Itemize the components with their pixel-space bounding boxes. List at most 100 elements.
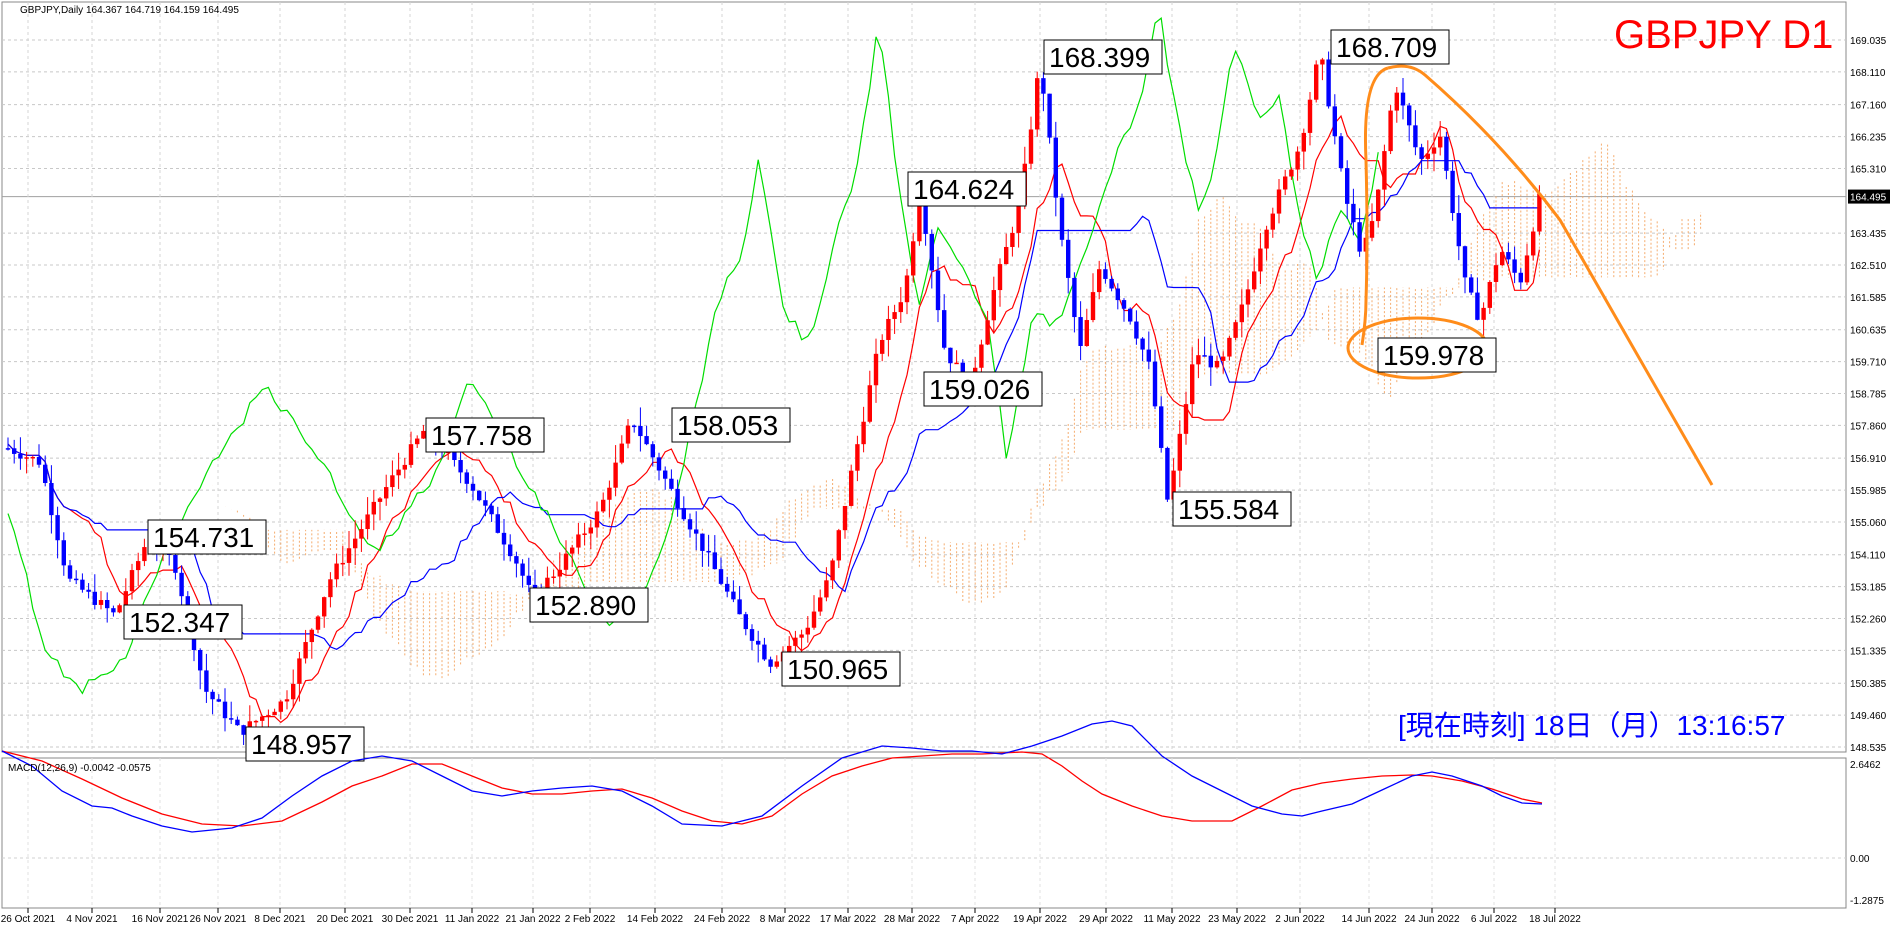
candle-body (1146, 349, 1151, 362)
x-tick-label: 14 Jun 2022 (1341, 914, 1396, 925)
candle-body (1121, 300, 1127, 309)
candle-body (787, 645, 792, 653)
candle-body (241, 725, 246, 735)
candle-body (917, 201, 922, 242)
candle-body (681, 508, 686, 520)
candle-body (557, 569, 562, 577)
candle-body (712, 552, 717, 570)
annotation-box (1377, 337, 1497, 373)
annotation-box (907, 171, 1027, 207)
annotation-label: 159.026 (929, 374, 1030, 405)
candle-body (297, 658, 302, 684)
candle-body (377, 498, 383, 502)
x-tick-label: 29 Apr 2022 (1079, 914, 1133, 925)
candle-body (1221, 356, 1226, 361)
candle-body (650, 444, 655, 458)
y-tick-label: 151.335 (1850, 646, 1887, 657)
y-axis: 169.035 168.110 167.160 166.235 165.310 164.4… (1848, 36, 1890, 754)
candle-body (836, 530, 841, 561)
y-tick-label: 154.110 (1850, 551, 1886, 562)
candle-body (1524, 255, 1530, 283)
candle-body (1239, 304, 1244, 323)
candle-body (737, 599, 742, 615)
candle-body (842, 505, 848, 531)
candle-body (229, 718, 234, 720)
price-annotation: 154.731 (147, 519, 267, 555)
macd-y-tick-label: 0.00 (1850, 854, 1870, 865)
candle-body (576, 534, 581, 548)
candle-body (1431, 147, 1437, 154)
candle-body (1035, 78, 1040, 130)
candle-body (253, 720, 259, 723)
candle-body (1084, 320, 1089, 346)
candle-body (1072, 277, 1077, 318)
candle-body (402, 464, 407, 470)
candle-body (644, 436, 649, 445)
candle-body (1190, 364, 1195, 405)
candle-body (532, 584, 538, 589)
price-annotation: 152.890 (529, 587, 649, 623)
macd-y-tick-label: 2.6462 (1850, 760, 1881, 771)
candle-body (340, 562, 345, 565)
candle-body (675, 488, 680, 509)
kijun-line (7, 160, 1540, 650)
candle-body (18, 453, 23, 459)
x-tick-label: 19 Apr 2022 (1013, 914, 1067, 925)
annotation-box (147, 519, 267, 555)
y-tick-label: 156.910 (1850, 454, 1887, 465)
candle-body (235, 719, 240, 726)
candle-body (396, 469, 401, 476)
candle-body (1438, 136, 1443, 148)
candle-body (824, 580, 829, 598)
macd-signal-line (1, 750, 1543, 827)
candle-body (1345, 168, 1350, 204)
annotation-box (1043, 39, 1163, 75)
annotation-label: 152.347 (129, 607, 230, 638)
candle-body (1487, 281, 1492, 308)
candle-body (718, 569, 724, 584)
x-tick-label: 28 Mar 2022 (884, 914, 941, 925)
candle-body (1320, 59, 1325, 65)
candle-body (74, 578, 79, 581)
candle-body (1407, 105, 1412, 126)
candle-body (92, 591, 97, 605)
candle-body (873, 353, 879, 386)
candle-body (1183, 404, 1189, 434)
y-tick-label: 155.985 (1850, 486, 1887, 497)
candle-body (855, 444, 860, 471)
annotation-box (781, 651, 901, 687)
candle-body (272, 711, 277, 716)
candle-body (291, 683, 296, 700)
candle-body (98, 600, 104, 605)
candle-body (1493, 265, 1499, 282)
candle-body (867, 385, 872, 422)
y-tick-label: 169.035 (1850, 36, 1887, 47)
x-tick-label: 16 Nov 2021 (132, 914, 189, 925)
candle-body (1338, 136, 1344, 169)
annotation-label: 150.965 (787, 654, 888, 685)
price-annotation: 150.965 (781, 651, 901, 687)
candle-body (1357, 222, 1362, 252)
candle-body (1115, 288, 1120, 301)
y-tick-label: 158.785 (1850, 390, 1887, 401)
candle-body (1351, 203, 1356, 223)
candle-body (173, 554, 178, 573)
price-annotation: 168.399 (1043, 39, 1163, 75)
candle-body (1165, 447, 1170, 500)
candle-body (117, 605, 122, 613)
candle-body (588, 527, 593, 534)
candle-body (1332, 106, 1337, 137)
candle-body (470, 483, 476, 491)
candle-body (694, 529, 699, 534)
candle-body (1413, 125, 1418, 148)
candle-body (979, 344, 984, 368)
x-tick-label: 21 Jan 2022 (505, 914, 560, 925)
candle-body (886, 318, 891, 340)
candle-body (421, 430, 426, 439)
annotation-label: 159.978 (1383, 340, 1484, 371)
candle-body (1252, 271, 1257, 290)
candle-body (1159, 406, 1164, 448)
annotation-label: 157.758 (431, 420, 532, 451)
y-tick-label: 159.710 (1850, 358, 1887, 369)
candle-body (105, 600, 110, 609)
